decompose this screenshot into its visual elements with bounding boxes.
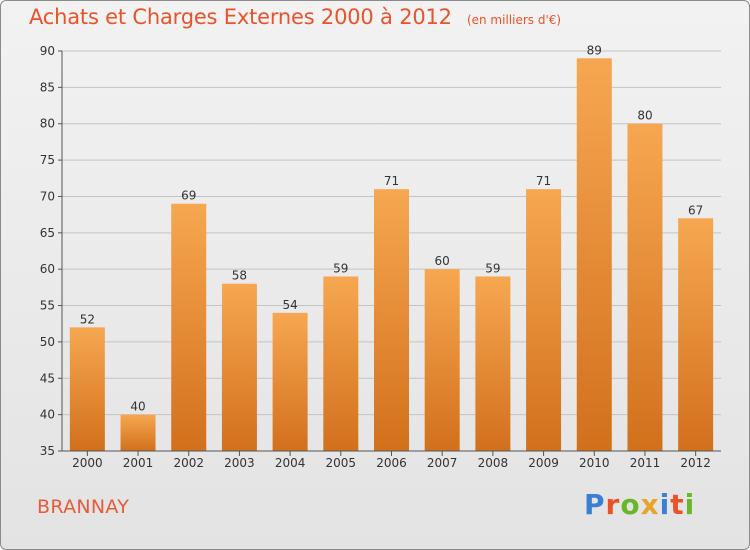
logo-letter: i: [659, 488, 671, 521]
bar: [424, 269, 460, 451]
x-tick-label: 2006: [376, 456, 407, 470]
chart-header: Achats et Charges Externes 2000 à 2012 (…: [29, 5, 561, 29]
y-tick-label: 80: [40, 117, 55, 131]
logo-letter: i: [684, 488, 696, 521]
bar: [526, 189, 562, 451]
y-tick-label: 50: [40, 335, 55, 349]
y-tick-label: 45: [40, 371, 55, 385]
x-tick-label: 2009: [528, 456, 559, 470]
x-tick-label: 2002: [173, 456, 204, 470]
bar: [69, 327, 105, 451]
bar-value-label: 71: [536, 174, 551, 188]
bar-value-label: 40: [130, 400, 145, 414]
bar-value-label: 71: [384, 174, 399, 188]
x-tick-label: 2005: [326, 456, 357, 470]
y-tick-label: 40: [40, 408, 55, 422]
bar-value-label: 54: [282, 298, 297, 312]
y-tick-label: 35: [40, 444, 55, 458]
bar-value-label: 67: [688, 203, 703, 217]
bar: [171, 203, 207, 451]
bar: [576, 58, 612, 451]
bar: [374, 189, 409, 451]
x-tick-label: 2003: [224, 456, 255, 470]
bar: [678, 218, 714, 451]
bar: [272, 312, 308, 451]
bar-value-label: 80: [637, 109, 652, 123]
y-tick-label: 75: [40, 153, 55, 167]
bars: 52 40 69 58 54 59 71 60 59 71 89 80 67: [69, 43, 714, 452]
bar-value-label: 69: [181, 189, 196, 203]
proxiti-logo: Proxiti: [584, 488, 695, 521]
x-tick-label: 2011: [630, 456, 661, 470]
logo-letter: o: [620, 488, 641, 521]
bar-value-label: 59: [485, 261, 500, 275]
y-tick-label: 55: [40, 299, 55, 313]
bar-value-label: 89: [587, 43, 602, 57]
x-tick-label: 2012: [680, 456, 711, 470]
logo-letter: x: [640, 488, 660, 521]
bar: [120, 414, 156, 451]
logo-letter: t: [670, 488, 685, 521]
axes: 35 40 45 50 55 60 65 70 75 80 85 90 2000 2001 2002 2003…: [40, 44, 721, 470]
bar-value-label: 59: [333, 261, 348, 275]
x-tick-label: 2004: [275, 456, 306, 470]
bar-value-label: 60: [435, 254, 450, 268]
x-tick-label: 2008: [478, 456, 509, 470]
x-tick-label: 2010: [579, 456, 610, 470]
y-tick-label: 70: [40, 189, 55, 203]
bar-value-label: 52: [80, 312, 95, 326]
x-tick-label: 2007: [427, 456, 458, 470]
bar-value-label: 58: [232, 269, 247, 283]
bar: [221, 283, 257, 451]
bar: [475, 276, 511, 451]
chart-unit: (en milliers d'€): [466, 13, 562, 27]
y-tick-label: 60: [40, 262, 55, 276]
y-tick-label: 85: [40, 80, 55, 94]
logo-letter: r: [605, 488, 621, 521]
logo-letter: P: [584, 488, 606, 521]
commune-name: BRANNAY: [37, 496, 130, 518]
bar: [627, 123, 663, 452]
y-tick-label: 90: [40, 44, 55, 58]
bar: [323, 276, 359, 451]
chart-title: Achats et Charges Externes 2000 à 2012: [29, 5, 452, 29]
x-tick-label: 2000: [72, 456, 103, 470]
x-tick-label: 2001: [123, 456, 154, 470]
y-tick-label: 65: [40, 226, 55, 240]
